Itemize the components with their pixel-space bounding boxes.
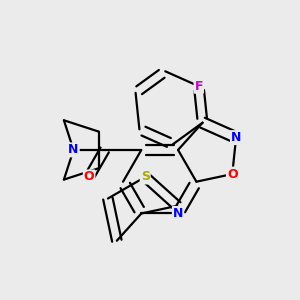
Text: N: N — [173, 207, 183, 220]
Text: O: O — [227, 168, 238, 181]
Text: F: F — [194, 80, 203, 93]
Text: N: N — [68, 143, 79, 156]
Text: O: O — [84, 170, 94, 183]
Text: N: N — [231, 131, 241, 144]
Text: S: S — [141, 170, 150, 184]
